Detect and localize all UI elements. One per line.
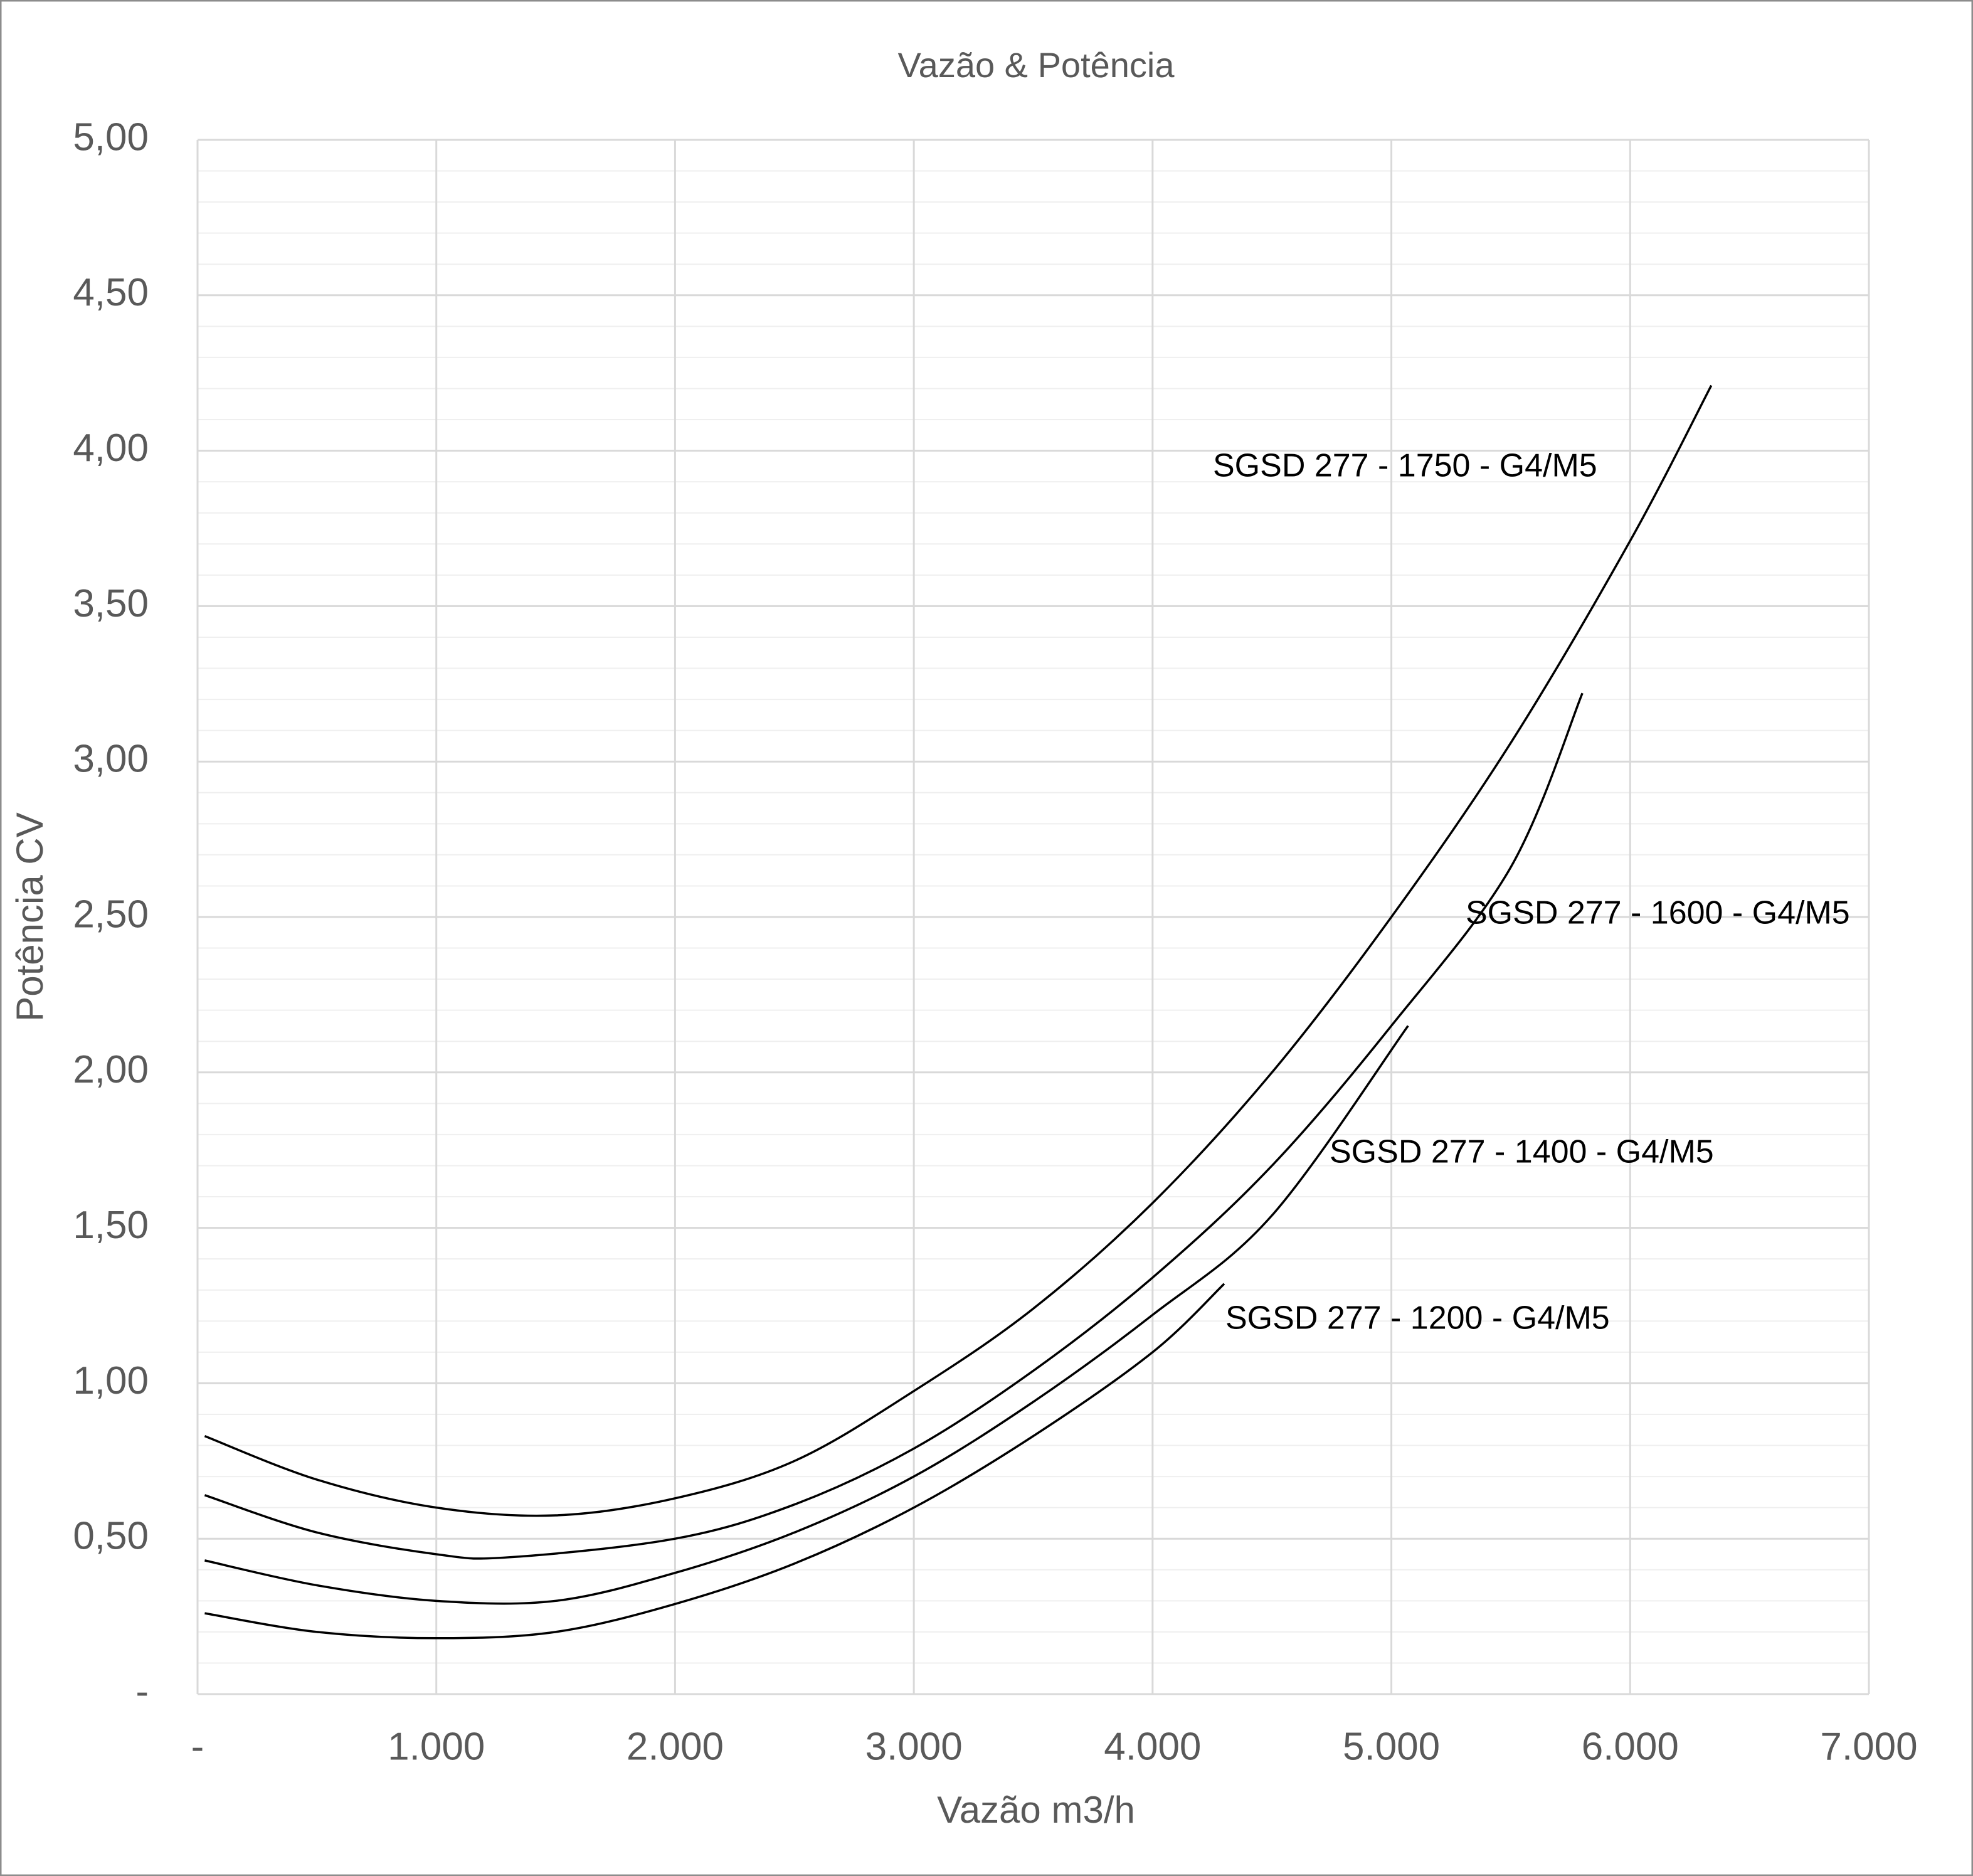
y-tick-label: 0,50 — [73, 1515, 149, 1558]
series-label: SGSD 277 - 1400 - G4/M5 — [1330, 1134, 1714, 1170]
y-tick-label: 2,50 — [73, 893, 149, 936]
y-tick-label: 3,00 — [73, 738, 149, 781]
y-axis-title: Potência CV — [9, 812, 51, 1022]
series-label: SGSD 277 - 1750 - G4/M5 — [1213, 448, 1597, 484]
y-tick-label: - — [135, 1670, 149, 1713]
y-tick-label: 1,00 — [73, 1359, 149, 1402]
x-tick-label: 2.000 — [627, 1725, 724, 1768]
x-axis-title: Vazão m3/h — [937, 1789, 1135, 1831]
x-tick-label: 5.000 — [1343, 1725, 1440, 1768]
series-line — [204, 384, 1713, 1517]
y-tick-label: 3,50 — [73, 582, 149, 625]
x-tick-label: 3.000 — [865, 1725, 963, 1768]
series-line — [204, 1025, 1409, 1605]
chart-title: Vazão & Potência — [897, 45, 1175, 85]
x-tick-label: - — [191, 1725, 204, 1768]
series-label: SGSD 277 - 1200 - G4/M5 — [1225, 1300, 1610, 1337]
series-line — [204, 1283, 1225, 1640]
y-tick-label: 1,50 — [73, 1204, 149, 1247]
y-tick-label: 4,50 — [73, 271, 149, 314]
x-tick-label: 7.000 — [1820, 1725, 1917, 1768]
y-tick-label: 5,00 — [73, 115, 149, 159]
y-tick-label: 4,00 — [73, 427, 149, 470]
series-label: SGSD 277 - 1600 - G4/M5 — [1466, 895, 1850, 931]
x-tick-label: 1.000 — [388, 1725, 485, 1768]
y-tick-label: 2,00 — [73, 1048, 149, 1091]
x-tick-label: 6.000 — [1582, 1725, 1679, 1768]
x-tick-label: 4.000 — [1104, 1725, 1201, 1768]
series-line — [204, 692, 1584, 1560]
